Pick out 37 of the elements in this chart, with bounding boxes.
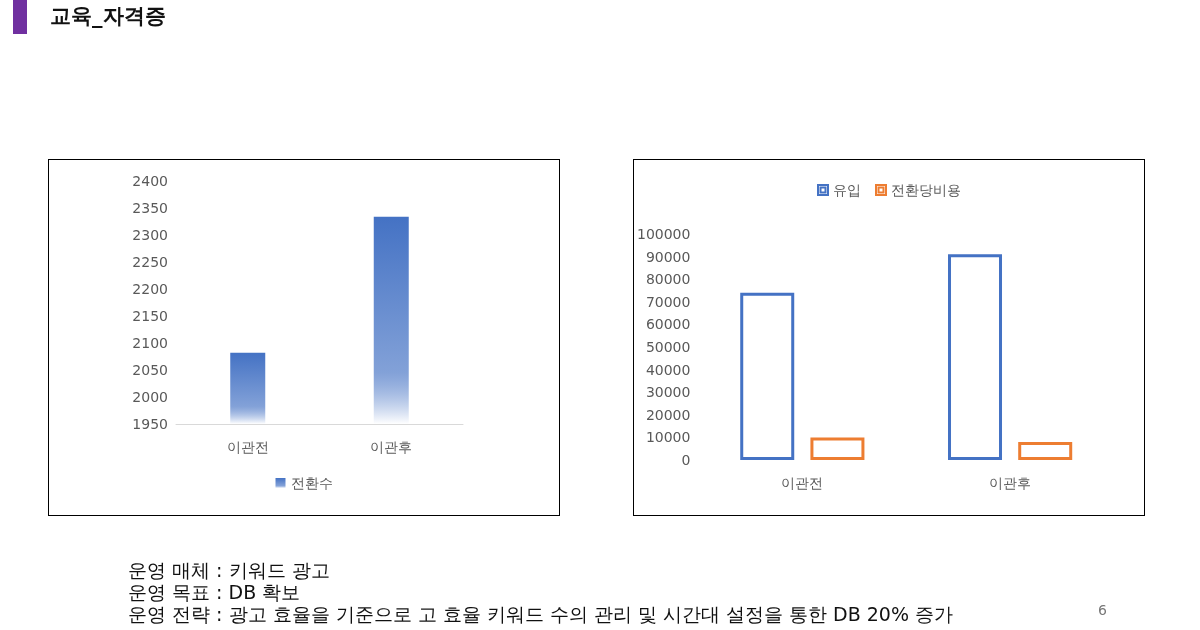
- text: 운영 전략 : 광고 효율을 기준으로 고 효율 키워드 수의 관리 및 시간대 설정을 통한 DB 20% 증가: [128, 602, 953, 627]
- y-tick-label: 90000: [645, 248, 691, 265]
- x-tick-label: 이관전: [226, 439, 269, 455]
- y-tick-label: 2250: [132, 254, 168, 270]
- y-tick-label: 2050: [132, 362, 168, 378]
- y-tick-label: 1950: [132, 416, 168, 432]
- y-tick-label: 2200: [132, 281, 168, 297]
- y-tick-label: 50000: [645, 339, 691, 355]
- y-tick-label: 70000: [645, 293, 691, 310]
- y-tick-label: 2100: [132, 335, 168, 351]
- y-tick-label: 80000: [645, 271, 691, 288]
- y-tick-label: 60000: [645, 316, 691, 333]
- legend-label: 전환당비용: [891, 182, 961, 198]
- legend-label: 유입: [833, 182, 861, 198]
- text: 6: [1098, 602, 1107, 618]
- bar: [948, 254, 1003, 460]
- x-tick-label: 이관후: [370, 439, 413, 455]
- y-tick-label: 2350: [132, 200, 168, 216]
- y-tick-label: 2400: [132, 173, 168, 189]
- x-tick-label: 이관후: [989, 475, 1032, 491]
- text: 교육_자격증: [50, 3, 166, 30]
- bar: [740, 292, 795, 460]
- y-tick-label: 20000: [645, 406, 691, 423]
- bar: [1018, 441, 1073, 460]
- y-tick-label: 10000: [645, 429, 691, 446]
- y-tick-label: 2000: [132, 389, 168, 405]
- y-tick-label: 0: [681, 452, 691, 468]
- x-tick-label: 이관전: [781, 475, 824, 491]
- y-tick-label: 2150: [132, 308, 168, 324]
- legend-label: 전환수: [290, 475, 333, 491]
- text: 운영 매체 : 키워드 광고: [128, 558, 330, 583]
- y-tick-label: 2300: [132, 227, 168, 243]
- text: 운영 목표 : DB 확보: [128, 580, 301, 605]
- y-tick-label: 30000: [645, 384, 691, 401]
- y-tick-label: 100000: [636, 226, 691, 242]
- bar: [810, 437, 865, 460]
- y-tick-label: 40000: [645, 361, 691, 378]
